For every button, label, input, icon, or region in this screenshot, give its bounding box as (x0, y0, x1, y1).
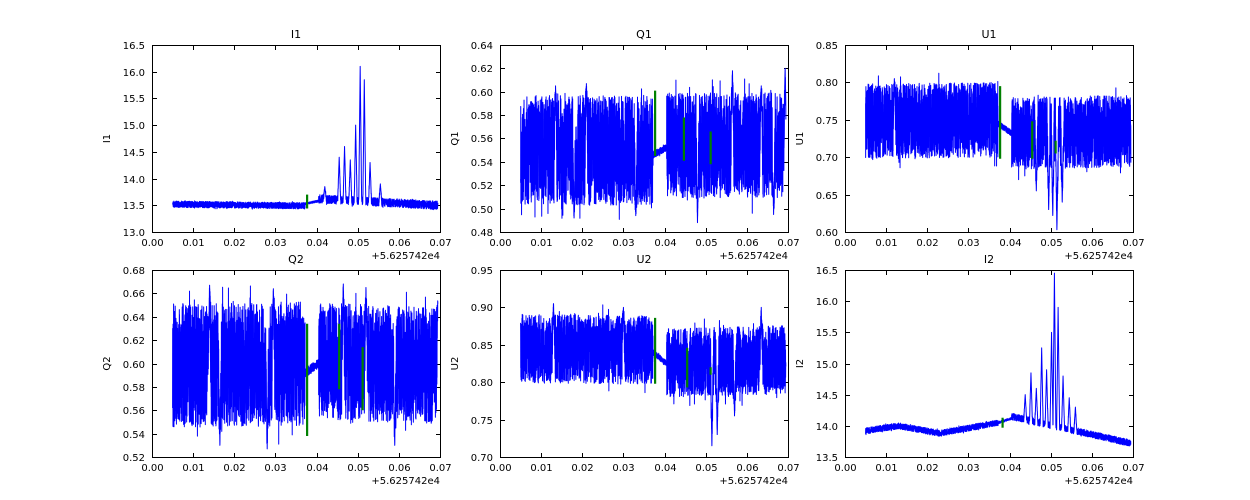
figure (0, 0, 1250, 500)
figure-canvas (0, 0, 1250, 500)
